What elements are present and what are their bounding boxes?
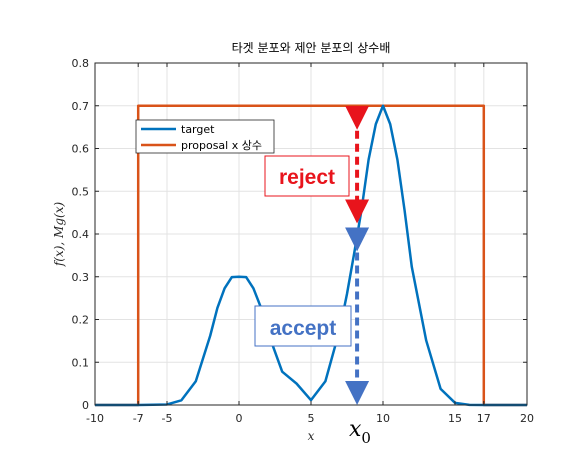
reject-label: reject bbox=[279, 166, 335, 189]
y-tick-label: 0 bbox=[82, 399, 89, 412]
x-tick-label: 17 bbox=[477, 412, 491, 425]
x-tick-label: -10 bbox=[86, 412, 104, 425]
x-tick-label: -5 bbox=[162, 412, 173, 425]
x-tick-label: 15 bbox=[448, 412, 462, 425]
chart-title: 타겟 분포와 제안 분포의 상수배 bbox=[232, 41, 391, 55]
grid-lines bbox=[94, 62, 528, 406]
x-axis-label: x bbox=[308, 429, 315, 443]
accept-box bbox=[254, 305, 352, 347]
y-axis-label: f(x), Mg(x) bbox=[52, 202, 66, 268]
x0-base: x bbox=[349, 417, 362, 442]
legend-label-proposal: proposal x 상수 bbox=[181, 139, 262, 152]
reject-box bbox=[264, 155, 350, 197]
x0-label: x0 bbox=[349, 417, 371, 447]
legend: target proposal x 상수 bbox=[135, 119, 275, 154]
x-tick-label: 0 bbox=[236, 412, 243, 425]
y-tick-label: 0.7 bbox=[72, 100, 90, 113]
legend-box bbox=[135, 119, 275, 154]
y-tick-label: 0.1 bbox=[72, 356, 90, 369]
x-tick-label: 5 bbox=[308, 412, 315, 425]
y-tick-label: 0.5 bbox=[72, 185, 90, 198]
x-tick-label: -7 bbox=[133, 412, 144, 425]
annotation-group: reject accept x0 bbox=[254, 105, 371, 447]
y-tick-label: 0.6 bbox=[72, 143, 90, 156]
axis-ticks: -10 -7 -5 0 5 10 15 17 20 0 0.1 0.2 0.3 0.4 0.5 0.6 0.7 0… bbox=[72, 57, 535, 425]
x0-subscript: 0 bbox=[361, 429, 371, 447]
legend-label-target: target bbox=[181, 123, 215, 136]
target-series-line bbox=[95, 104, 527, 407]
y-tick-label: 0.8 bbox=[72, 57, 90, 70]
y-tick-label: 0.2 bbox=[72, 314, 90, 327]
x-tick-label: 10 bbox=[376, 412, 390, 425]
accept-label: accept bbox=[270, 317, 337, 340]
y-tick-label: 0.4 bbox=[72, 228, 90, 241]
y-tick-label: 0.3 bbox=[72, 271, 90, 284]
x-tick-label: 20 bbox=[520, 412, 534, 425]
